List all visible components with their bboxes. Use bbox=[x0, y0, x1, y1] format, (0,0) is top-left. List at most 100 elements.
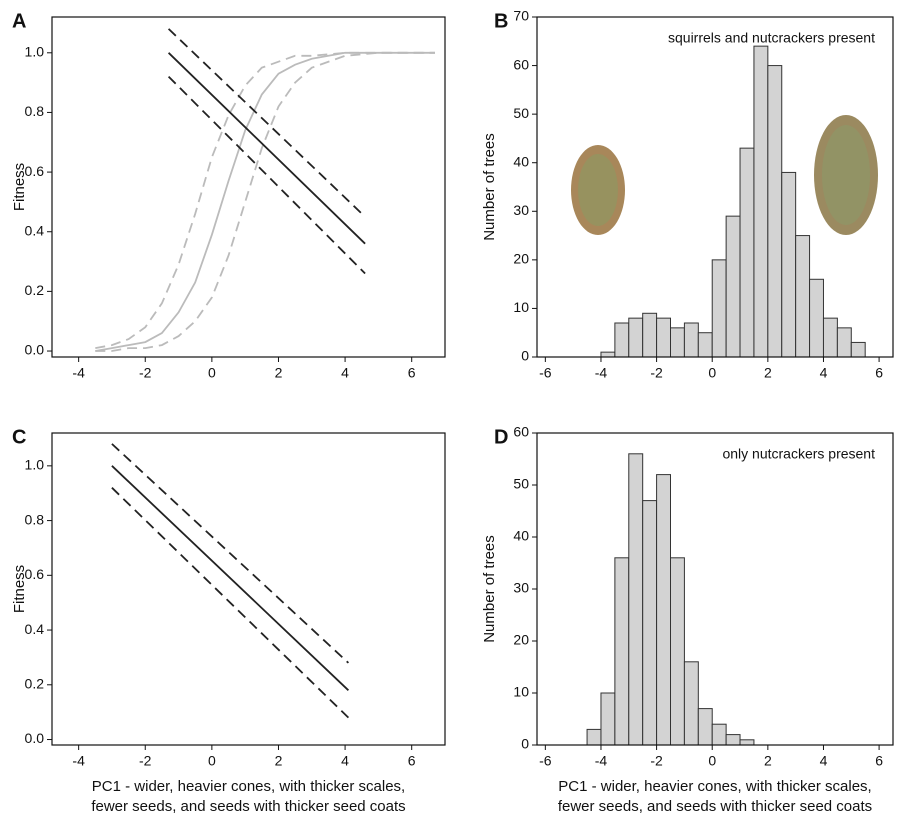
plot-frame bbox=[51, 16, 446, 358]
panel: B Number of trees squirrels and nutcracker… bbox=[481, 8, 894, 381]
cone-small bbox=[571, 145, 625, 235]
y-tick-label: 10 bbox=[513, 684, 529, 700]
panel: D Number of trees only nutcrackers present… bbox=[481, 424, 894, 815]
fitness-line bbox=[95, 51, 435, 349]
x-tick-label: -6 bbox=[539, 365, 552, 381]
x-tick-label: -4 bbox=[595, 365, 608, 381]
fitness-line bbox=[111, 465, 350, 691]
y-tick-label: 0 bbox=[521, 348, 529, 364]
y-tick-label: 0.8 bbox=[25, 103, 45, 119]
y-tick-label: 0.6 bbox=[25, 163, 45, 179]
x-tick-label: -2 bbox=[650, 753, 663, 769]
fitness-line bbox=[111, 443, 350, 664]
y-tick-label: 20 bbox=[513, 251, 529, 267]
y-tick-label: 40 bbox=[513, 153, 529, 169]
annotation: only nutcrackers present bbox=[722, 446, 875, 462]
y-axis-title: Number of trees bbox=[481, 133, 498, 241]
histogram-bar bbox=[781, 171, 797, 358]
y-axis-title: Fitness bbox=[11, 163, 28, 211]
x-tick-label: 2 bbox=[275, 753, 283, 769]
fitness-line bbox=[167, 75, 366, 275]
x-tick-label: 0 bbox=[708, 753, 716, 769]
y-tick-label: 0 bbox=[521, 736, 529, 752]
x-tick-label: -4 bbox=[72, 753, 85, 769]
x-tick-label: 2 bbox=[275, 365, 283, 381]
y-tick-label: 10 bbox=[513, 299, 529, 315]
fitness-line bbox=[111, 487, 350, 719]
y-tick-label: 0.2 bbox=[25, 282, 45, 298]
histogram-bar bbox=[739, 739, 755, 746]
histogram-bar bbox=[711, 259, 727, 358]
fitness-line bbox=[95, 51, 435, 352]
histogram-bar bbox=[683, 661, 699, 746]
histogram-bar bbox=[656, 317, 671, 358]
x-tick-label: 6 bbox=[875, 753, 883, 769]
histogram-bar bbox=[642, 500, 658, 746]
panel-label: D bbox=[494, 426, 508, 448]
x-tick-label: -2 bbox=[139, 365, 152, 381]
x-tick-label: -4 bbox=[72, 365, 85, 381]
y-tick-label: 0.0 bbox=[25, 730, 45, 746]
cone-large bbox=[814, 115, 878, 235]
x-tick-label: 4 bbox=[820, 753, 828, 769]
histogram-bar bbox=[697, 708, 713, 746]
cone-shading bbox=[578, 154, 618, 226]
histogram-bar bbox=[586, 728, 602, 746]
histogram-bar bbox=[795, 235, 811, 358]
y-tick-label: 30 bbox=[513, 202, 529, 218]
fitness-line bbox=[167, 52, 366, 245]
y-tick-label: 0.8 bbox=[25, 511, 45, 527]
histogram-bar bbox=[850, 341, 866, 358]
y-tick-label: 50 bbox=[513, 105, 529, 121]
panel-label: C bbox=[12, 426, 26, 448]
histogram-bar bbox=[628, 317, 644, 358]
x-tick-label: 6 bbox=[408, 753, 416, 769]
x-tick-label: 6 bbox=[875, 365, 883, 381]
x-tick-label: 0 bbox=[208, 365, 216, 381]
histogram-bar bbox=[614, 322, 630, 358]
y-tick-label: 30 bbox=[513, 580, 529, 596]
x-tick-label: 2 bbox=[764, 753, 772, 769]
panel-label: A bbox=[12, 10, 26, 32]
x-tick-label: -6 bbox=[539, 753, 552, 769]
y-axis-title: Fitness bbox=[11, 565, 28, 613]
y-tick-label: 60 bbox=[513, 424, 529, 440]
y-tick-label: 40 bbox=[513, 528, 529, 544]
x-tick-label: -2 bbox=[650, 365, 663, 381]
x-axis-title: PC1 - wider, heavier cones, with thicker… bbox=[92, 778, 405, 795]
histogram-bar bbox=[600, 351, 616, 358]
x-tick-label: 4 bbox=[820, 365, 828, 381]
y-tick-label: 1.0 bbox=[25, 43, 45, 59]
histogram-bar bbox=[600, 692, 616, 746]
x-tick-label: 0 bbox=[208, 753, 216, 769]
x-tick-label: 2 bbox=[764, 365, 772, 381]
panel: A Fitness -4 -2 0 2 4 6 0.0 0.2 0.4 0.6 0.8 1.0 bbox=[11, 10, 446, 381]
x-axis-title: fewer seeds, and seeds with thicker seed… bbox=[558, 798, 872, 815]
plot-frame bbox=[536, 16, 894, 358]
x-tick-label: 0 bbox=[708, 365, 716, 381]
y-tick-label: 70 bbox=[513, 8, 529, 24]
histogram-bar bbox=[697, 332, 713, 358]
x-tick-label: 4 bbox=[341, 753, 349, 769]
y-tick-label: 0.2 bbox=[25, 675, 45, 691]
histogram-bar bbox=[711, 723, 727, 746]
histogram-bar bbox=[739, 147, 755, 358]
histogram-bar bbox=[725, 215, 741, 358]
annotation: squirrels and nutcrackers present bbox=[668, 30, 875, 46]
histogram-bar bbox=[822, 317, 838, 358]
y-tick-label: 60 bbox=[513, 56, 529, 72]
histogram-bar bbox=[683, 322, 699, 358]
y-tick-label: 0.4 bbox=[25, 621, 45, 637]
y-tick-label: 1.0 bbox=[25, 457, 45, 473]
histogram-bar bbox=[670, 327, 685, 358]
y-tick-label: 0.6 bbox=[25, 566, 45, 582]
cone-shading bbox=[822, 125, 870, 225]
panel: C Fitness PC1 - wider, heavier cones, with… bbox=[11, 426, 446, 815]
x-axis-title: fewer seeds, and seeds with thicker seed… bbox=[91, 798, 405, 815]
plot-frame bbox=[51, 432, 446, 746]
histogram-bar bbox=[836, 327, 852, 358]
histogram-bar bbox=[628, 453, 644, 746]
y-tick-label: 50 bbox=[513, 476, 529, 492]
plot-frame bbox=[536, 432, 894, 746]
